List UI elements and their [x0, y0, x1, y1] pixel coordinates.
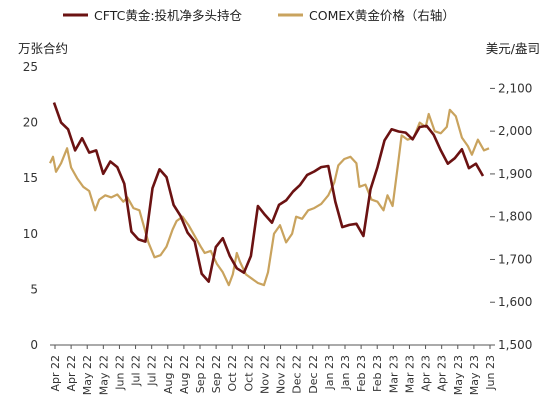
legend-label-comex: COMEX黄金价格（右轴）	[309, 8, 455, 23]
x-tick-label: Feb 23	[355, 355, 368, 392]
legend-label-cftc: CFTC黄金:投机净多头持仓	[94, 8, 243, 23]
x-tick-label: Apr 23	[436, 355, 449, 392]
x-tick-label: Apr 23	[420, 355, 433, 392]
y-left-tick-label: 25	[23, 60, 38, 74]
x-tick-label: Nov 22	[275, 355, 288, 394]
y-left-tick-label: 5	[30, 282, 38, 296]
x-tick-label: Sep 22	[210, 355, 223, 393]
y-left-tick-label: 10	[23, 227, 38, 241]
y-right-tick-label: 1,900	[498, 167, 532, 181]
x-tick-label: May 23	[468, 355, 481, 395]
x-tick-label: Aug 22	[162, 355, 175, 394]
y-left-tick-label: 0	[30, 338, 38, 352]
y-right-tick-label: 1,600	[498, 295, 532, 309]
y-right-tick-label: 2,100	[498, 81, 532, 95]
x-tick-label: Jan 23	[339, 355, 352, 390]
y-right-tick-label: 2,000	[498, 124, 532, 138]
x-tick-label: May 22	[97, 355, 110, 395]
x-tick-label: Apr 22	[65, 355, 78, 392]
x-tick-label: May 23	[452, 355, 465, 395]
y-left-tick-label: 20	[23, 116, 38, 130]
x-tick-label: Jun 22	[113, 355, 126, 391]
x-tick-label: Jun 23	[484, 355, 497, 391]
x-tick-label: May 22	[81, 355, 94, 395]
series-lines	[49, 102, 490, 287]
right-axis-unit: 美元/盎司	[486, 41, 540, 56]
y-right-tick-label: 1,800	[498, 210, 532, 224]
x-tick-label: Jan 23	[323, 355, 336, 390]
x-tick-label: Oct 22	[242, 355, 255, 392]
x-tick-label: Feb 23	[371, 355, 384, 392]
y-right-tick-label: 1,500	[498, 338, 532, 352]
series-line-cftc	[52, 102, 485, 283]
x-tick-label: Nov 22	[258, 355, 271, 394]
x-tick-label: Sep 22	[194, 355, 207, 393]
legend: CFTC黄金:投机净多头持仓 COMEX黄金价格（右轴）	[63, 8, 455, 23]
x-tick-label: Dec 22	[291, 355, 304, 394]
x-tick-label: Jul 22	[130, 355, 143, 387]
x-tick-label: Dec 22	[307, 355, 320, 394]
left-axis-unit: 万张合约	[18, 41, 68, 56]
x-tick-label: Oct 22	[226, 355, 239, 392]
y-left-tick-label: 15	[23, 171, 38, 185]
x-axis-ticks: Apr 22 Apr 22 May 22 May 22 Jun 22 Jul 22 Jul …	[49, 345, 497, 395]
series-line-comex	[49, 108, 490, 287]
y-axis-left-ticks: 0 5 10 15 20 25	[23, 60, 38, 352]
x-tick-label: Mar 23	[403, 355, 416, 393]
y-right-tick-label: 1,700	[498, 252, 532, 266]
x-tick-label: Mar 23	[387, 355, 400, 393]
y-axis-right-ticks: 1,500 1,600 1,700 1,800 1,900 2,000 2,100	[490, 81, 532, 352]
x-tick-label: Apr 22	[49, 355, 62, 392]
x-tick-label: Jul 22	[146, 355, 159, 387]
x-tick-label: Aug 22	[178, 355, 191, 394]
